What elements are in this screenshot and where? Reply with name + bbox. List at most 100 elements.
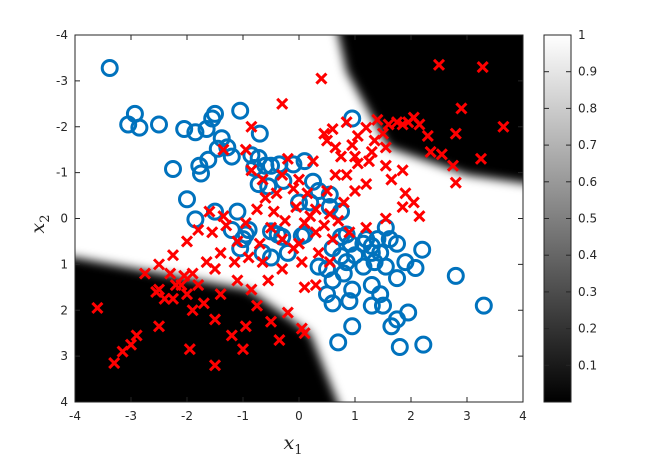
data-point-cross <box>326 233 339 246</box>
data-point-cross <box>318 219 331 232</box>
plot-area <box>75 35 523 402</box>
data-point-cross <box>264 221 278 234</box>
data-point-cross <box>343 226 356 239</box>
data-point-cross <box>245 120 258 133</box>
data-point-cross <box>203 205 216 218</box>
data-point-cross <box>208 359 222 372</box>
data-point-cross <box>360 221 373 234</box>
data-point-cross <box>192 278 205 292</box>
data-point-cross <box>267 205 280 218</box>
data-point-circle <box>242 146 261 165</box>
data-point-cross <box>318 127 331 140</box>
data-point-circle <box>474 296 493 315</box>
data-point-circle <box>414 335 433 354</box>
data-point-cross <box>476 61 489 74</box>
data-point-circle <box>329 333 348 352</box>
data-point-cross <box>231 235 244 248</box>
data-point-circle <box>374 296 392 315</box>
y-tick-label: -3 <box>56 74 68 88</box>
data-point-cross <box>270 187 283 200</box>
data-point-cross <box>169 278 182 292</box>
data-point-cross <box>396 200 409 214</box>
data-point-cross <box>329 168 342 181</box>
data-point-circle <box>178 190 196 209</box>
data-point-circle <box>100 59 119 78</box>
data-point-circle <box>186 123 205 142</box>
data-point-cross <box>385 173 398 186</box>
data-point-cross <box>278 214 292 227</box>
data-point-cross <box>217 210 230 223</box>
data-point-cross <box>192 223 205 237</box>
data-point-cross <box>276 233 289 246</box>
y-tick-label: -2 <box>56 120 68 134</box>
data-point-cross <box>186 304 199 317</box>
data-point-cross <box>340 168 353 181</box>
x-tick-label: -2 <box>181 409 193 423</box>
x-tick-label: 1 <box>351 409 359 423</box>
data-point-cross <box>301 187 314 200</box>
data-point-cross <box>421 129 434 142</box>
data-point-circle <box>228 202 247 221</box>
data-point-cross <box>360 178 373 191</box>
data-point-cross <box>245 164 258 177</box>
y-tick-label: 4 <box>60 395 68 409</box>
data-point-circle <box>399 303 418 322</box>
data-point-cross <box>208 262 222 276</box>
data-point-cross <box>348 184 362 198</box>
data-point-cross <box>362 155 376 168</box>
data-point-circle <box>413 240 432 259</box>
y-tick-label: 3 <box>60 349 68 363</box>
data-point-cross <box>449 176 462 189</box>
data-point-cross <box>273 334 286 347</box>
data-point-cross <box>253 237 266 250</box>
data-point-cross <box>152 258 166 271</box>
data-point-circle <box>390 337 409 356</box>
data-point-circle <box>190 156 209 175</box>
data-point-cross <box>298 281 311 294</box>
data-point-cross <box>379 159 392 172</box>
y-tick-label: 2 <box>60 303 68 317</box>
x-axis-label: x1 <box>284 432 303 458</box>
data-point-cross <box>220 219 233 232</box>
data-point-circle <box>376 257 395 276</box>
data-point-cross <box>340 116 353 129</box>
data-point-cross <box>399 187 412 200</box>
data-point-cross <box>323 256 336 269</box>
data-point-cross <box>474 152 488 165</box>
data-point-cross <box>432 58 446 71</box>
data-point-cross <box>214 288 227 301</box>
colorbar-tick-label: 0.9 <box>578 65 597 79</box>
data-point-cross <box>407 111 420 124</box>
colorbar-tick-label: 0.4 <box>578 248 597 262</box>
data-point-cross <box>178 269 191 282</box>
data-point-cross <box>435 148 448 161</box>
data-point-circle <box>262 156 280 175</box>
data-point-cross <box>379 212 392 225</box>
data-point-cross <box>208 313 222 326</box>
data-point-cross <box>259 191 272 204</box>
data-point-cross <box>239 217 252 230</box>
data-point-cross <box>245 283 258 296</box>
colorbar-tick-label: 0.2 <box>578 322 597 336</box>
data-point-cross <box>497 120 510 133</box>
surface-dark-regions <box>75 35 523 402</box>
data-point-cross <box>130 329 143 342</box>
x-tick-label: 4 <box>519 409 527 423</box>
data-point-cross <box>276 168 289 181</box>
data-point-cross <box>446 159 460 172</box>
data-point-cross <box>256 173 269 186</box>
data-point-cross <box>256 256 269 269</box>
data-point-cross <box>264 315 278 328</box>
data-point-circle <box>119 115 138 134</box>
data-point-cross <box>197 297 210 310</box>
data-point-cross <box>206 226 219 239</box>
data-point-cross <box>396 164 409 177</box>
data-point-circle <box>388 269 406 288</box>
data-point-cross <box>262 274 275 287</box>
data-point-circle <box>175 120 194 139</box>
data-point-cross <box>334 150 348 163</box>
x-tick-label: -4 <box>69 409 81 423</box>
data-point-cross <box>332 214 345 227</box>
y-axis: -4 -3 -2 -1 0 1 2 3 4 <box>56 28 523 409</box>
x-tick-label: -3 <box>125 409 137 423</box>
